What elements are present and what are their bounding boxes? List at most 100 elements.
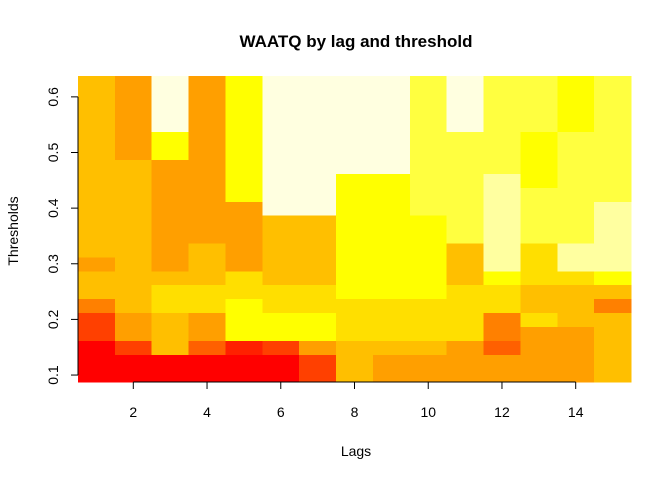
y-tick-label: 0.5 (45, 143, 61, 163)
heatmap-cell (483, 159, 521, 174)
heatmap-cell (78, 76, 116, 91)
heatmap-cell (372, 270, 411, 286)
heatmap-cell (336, 131, 374, 147)
heatmap-cell (114, 173, 153, 188)
heatmap-cell (188, 103, 227, 119)
heatmap-cell (262, 145, 300, 161)
heatmap-cell (336, 201, 374, 216)
heatmap-cell (409, 298, 448, 314)
heatmap-cell (78, 270, 116, 286)
y-tick-label: 0.4 (45, 198, 61, 218)
heatmap-cell (594, 340, 632, 355)
heatmap-cell (225, 215, 263, 230)
heatmap-cell (299, 354, 337, 369)
heatmap-cell (483, 201, 521, 216)
heatmap-cell (225, 229, 263, 244)
heatmap-cell (225, 173, 263, 188)
heatmap-cell (557, 173, 595, 188)
heatmap-cell (114, 187, 153, 202)
heatmap-cell (409, 173, 448, 188)
heatmap-cell (299, 131, 337, 147)
heatmap-cell (446, 117, 485, 133)
heatmap-cell (372, 187, 411, 202)
heatmap-cell (446, 298, 485, 314)
heatmap-cell (372, 298, 411, 314)
heatmap-cell (78, 159, 116, 174)
heatmap-cell (409, 103, 448, 119)
heatmap-cell (299, 117, 337, 133)
heatmap-cell (151, 76, 190, 91)
heatmap-cell (225, 270, 263, 286)
heatmap-cell (299, 256, 337, 272)
heatmap-cell (446, 312, 485, 327)
heatmap-cell (520, 284, 558, 300)
heatmap-cell (225, 326, 263, 341)
heatmap-cell (262, 187, 300, 202)
heatmap-cell (225, 187, 263, 202)
heatmap-cell (372, 145, 411, 161)
heatmap-cell (372, 103, 411, 119)
heatmap-cell (262, 173, 300, 188)
heatmap-cell (188, 117, 227, 133)
heatmap-cell (483, 145, 521, 161)
heatmap-cell (483, 89, 521, 105)
heatmap-cell (520, 368, 558, 383)
heatmap-cell (594, 215, 632, 230)
heatmap-cell (262, 215, 300, 230)
heatmap-cell (557, 187, 595, 202)
heatmap-cell (299, 159, 337, 174)
heatmap-cell (557, 270, 595, 286)
heatmap-cell (557, 89, 595, 105)
heatmap-cell (336, 145, 374, 161)
x-tick-label: 10 (420, 404, 436, 420)
heatmap-cell (520, 173, 558, 188)
y-tick-label: 0.3 (45, 254, 61, 274)
heatmap-cell (299, 368, 337, 383)
heatmap-cell (557, 131, 595, 147)
x-axis: 2 4 6 8 10 12 14 (129, 381, 584, 420)
heatmap-cell (483, 340, 521, 355)
x-tick-label: 12 (494, 404, 510, 420)
heatmap-cell (557, 326, 595, 341)
heatmap-cell (225, 340, 263, 355)
heatmap-cell (372, 117, 411, 133)
heatmap-cell (372, 354, 411, 369)
heatmap-cell (372, 368, 411, 383)
heatmap-cell (409, 215, 448, 230)
heatmap-cell (262, 89, 300, 105)
heatmap-cell (409, 340, 448, 355)
heatmap-cell (336, 117, 374, 133)
heatmap-cell (483, 256, 521, 272)
heatmap-cell (225, 201, 263, 216)
heatmap-cell (114, 159, 153, 174)
heatmap-cell (446, 340, 485, 355)
heatmap-cell (520, 354, 558, 369)
heatmap-cell (151, 215, 190, 230)
heatmap-cell (409, 354, 448, 369)
y-tick-label: 0.2 (45, 309, 61, 329)
heatmap-cell (188, 270, 227, 286)
heatmap-cell (225, 145, 263, 161)
heatmap-cell (188, 215, 227, 230)
heatmap-cell (188, 284, 227, 300)
y-tick-label: 0.6 (45, 87, 61, 107)
heatmap-cell (188, 298, 227, 314)
heatmap-cell (557, 284, 595, 300)
heatmap-cell (409, 201, 448, 216)
heatmap-cell (336, 89, 374, 105)
heatmap-cell (114, 145, 153, 161)
heatmap-cell (151, 173, 190, 188)
heatmap-cell (78, 354, 116, 369)
heatmap-cell (151, 145, 190, 161)
heatmap-cell (188, 145, 227, 161)
heatmap-cell (594, 298, 632, 314)
heatmap-cell (520, 187, 558, 202)
heatmap-cell (409, 187, 448, 202)
heatmap-cell (483, 242, 521, 258)
heatmap-cell (336, 284, 374, 300)
heatmap-cell (151, 284, 190, 300)
heatmap-cell (483, 215, 521, 230)
heatmap-cell (372, 312, 411, 327)
heatmap-cell (225, 117, 263, 133)
heatmap-cell (114, 326, 153, 341)
